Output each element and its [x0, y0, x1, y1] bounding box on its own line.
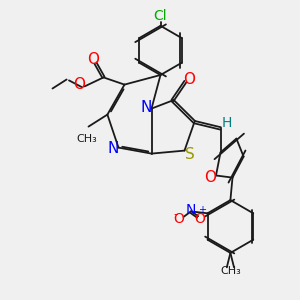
Text: O: O [174, 212, 184, 226]
Text: N: N [140, 100, 152, 115]
Text: N: N [185, 203, 196, 217]
Text: O: O [73, 77, 85, 92]
Text: S: S [185, 147, 195, 162]
Text: O: O [183, 72, 195, 87]
Text: N: N [107, 141, 119, 156]
Text: -: - [173, 208, 178, 221]
Text: O: O [194, 212, 205, 226]
Text: O: O [205, 170, 217, 185]
Text: +: + [198, 205, 206, 215]
Text: Cl: Cl [154, 10, 167, 23]
Text: CH₃: CH₃ [220, 266, 241, 277]
Text: H: H [222, 116, 232, 130]
Text: CH₃: CH₃ [76, 134, 98, 144]
Text: O: O [87, 52, 99, 67]
